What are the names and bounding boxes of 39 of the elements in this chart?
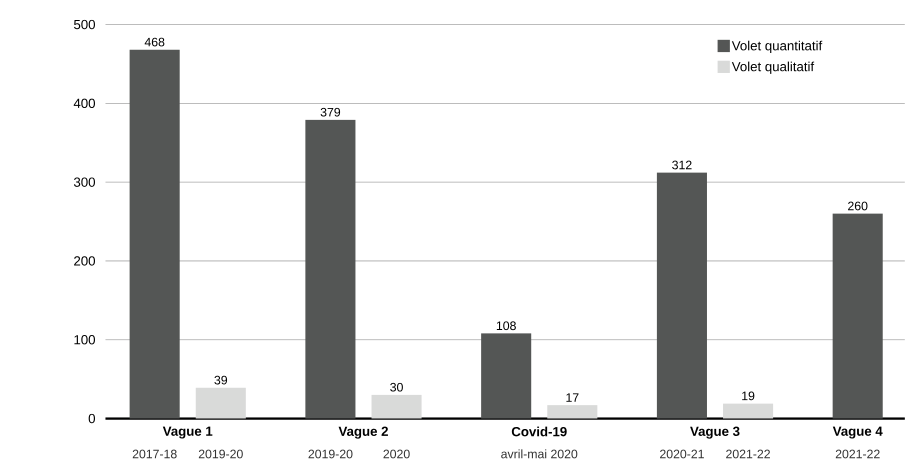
text: 2020-21	[660, 449, 704, 458]
bar	[130, 50, 180, 418]
bar	[832, 213, 883, 418]
bar	[656, 172, 707, 418]
text: 2021-22	[726, 449, 770, 458]
x-tick-label: Vague 3	[690, 426, 740, 438]
x-tick-label: Vague 1	[162, 426, 212, 438]
data-label: 19	[742, 391, 754, 400]
text: 2019-20	[308, 449, 352, 458]
text: avril-mai 2020	[501, 449, 578, 458]
y-tick-label: 100	[74, 334, 95, 344]
data-label: 17	[566, 393, 579, 402]
x-tick-label: Vague 2	[338, 426, 388, 438]
bar	[196, 388, 246, 418]
bar	[305, 120, 356, 418]
data-label: 30	[390, 382, 403, 392]
text: 2017-18	[132, 449, 177, 458]
x-tick-label: Vague 4	[832, 426, 883, 438]
text: 2021-22	[836, 449, 880, 458]
data-label: 468	[144, 37, 164, 46]
y-tick-label: 0	[88, 414, 96, 424]
y-tick-label: 200	[74, 256, 95, 266]
bar	[481, 333, 532, 418]
data-label: 108	[496, 321, 516, 330]
x-tick-label: Covid-19	[512, 426, 567, 436]
y-tick-label: 300	[74, 177, 95, 187]
data-label: 312	[672, 160, 692, 170]
data-label: 379	[320, 108, 340, 116]
data-label: 260	[848, 201, 868, 210]
data-label: 39	[214, 376, 228, 384]
text: 2020	[383, 449, 410, 458]
bar	[547, 404, 598, 418]
bar	[723, 403, 774, 418]
y-tick-label: 400	[74, 98, 95, 108]
legend-label: Volet qualitatif	[732, 61, 814, 74]
text: 2019-20	[198, 449, 243, 458]
y-tick-label: 500	[74, 20, 95, 29]
legend-label: Volet quantitatif	[732, 40, 822, 53]
bar	[372, 394, 422, 418]
